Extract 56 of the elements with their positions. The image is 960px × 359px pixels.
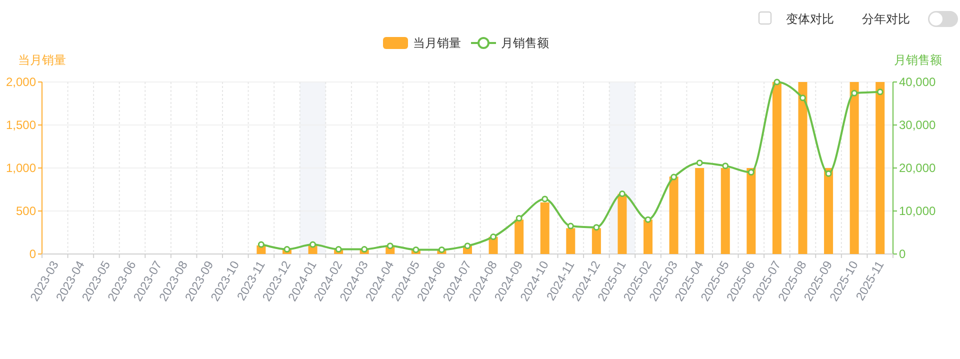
- y-tick-label: 2,000: [6, 75, 36, 89]
- bar: [592, 228, 601, 254]
- point: [284, 246, 290, 253]
- bar: [720, 168, 730, 254]
- y2-tick-label: 30,000: [899, 118, 936, 132]
- point: [542, 196, 548, 202]
- bar: [876, 82, 885, 254]
- point: [464, 242, 471, 250]
- bar: [644, 220, 653, 254]
- point: [670, 174, 678, 180]
- bar: [824, 168, 834, 254]
- point: [361, 246, 368, 253]
- point: [593, 224, 600, 231]
- point: [258, 241, 264, 248]
- point: [567, 222, 574, 230]
- bar: [695, 168, 704, 254]
- bar: [746, 168, 756, 254]
- bar: [669, 176, 678, 254]
- point: [438, 246, 445, 253]
- point: [851, 90, 858, 96]
- y2-tick-label: 0: [899, 247, 906, 261]
- y-axis-title: 当月销量: [18, 53, 66, 67]
- bar: [772, 82, 782, 254]
- point: [825, 170, 832, 177]
- point: [412, 246, 420, 253]
- point: [876, 88, 884, 96]
- legend-label: 当月销量: [413, 36, 461, 50]
- legend-label: 月销售额: [501, 36, 549, 50]
- bar: [618, 194, 627, 254]
- y-tick-label: 1,500: [6, 118, 36, 132]
- point: [490, 234, 497, 240]
- y-tick-label: 0: [29, 247, 36, 261]
- y-tick-label: 1,000: [6, 161, 36, 175]
- bar: [850, 82, 859, 254]
- point: [618, 190, 626, 198]
- y2-tick-label: 40,000: [899, 75, 936, 89]
- y2-tick-label: 10,000: [899, 204, 936, 218]
- point: [516, 215, 522, 222]
- y2-axis-title: 月销售额: [894, 53, 942, 67]
- text: 分年对比: [862, 12, 910, 26]
- text: 变体对比: [786, 12, 834, 26]
- bar: [514, 220, 524, 254]
- point: [335, 246, 342, 253]
- point: [696, 160, 703, 166]
- point: [644, 216, 652, 223]
- point: [722, 162, 729, 170]
- bar: [566, 228, 576, 254]
- y-tick-label: 500: [16, 204, 36, 218]
- point: [386, 242, 394, 250]
- y2-tick-label: 20,000: [899, 161, 936, 175]
- point: [310, 241, 316, 248]
- bar: [540, 202, 550, 254]
- point: [799, 94, 806, 102]
- bar: [798, 82, 808, 254]
- point: [774, 78, 780, 86]
- point: [748, 169, 754, 176]
